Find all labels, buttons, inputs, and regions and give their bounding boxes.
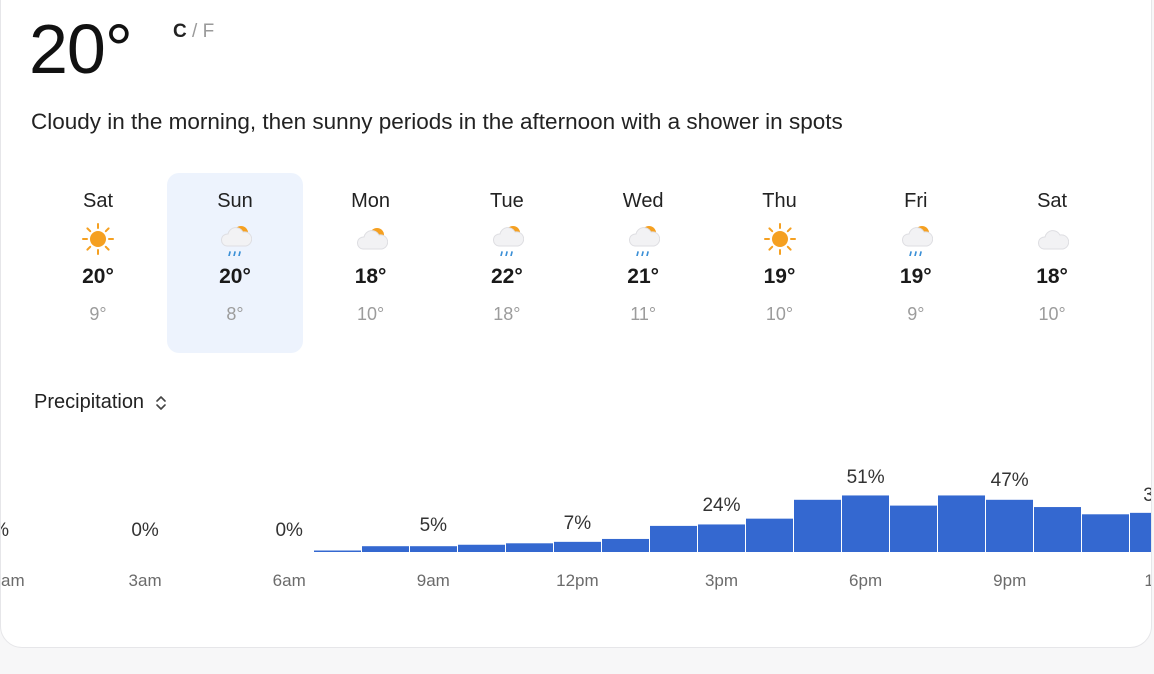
precipitation-bar: [410, 546, 457, 552]
day-forecast-fri[interactable]: Fri 19° 9°: [848, 173, 984, 353]
precipitation-bar: [986, 499, 1033, 552]
time-axis-label: 12pm: [556, 571, 599, 590]
time-axis-label: 9am: [417, 571, 450, 590]
sun-icon: [763, 222, 797, 256]
day-low-temp: 10°: [765, 304, 794, 324]
precipitation-value-label: %: [1, 520, 9, 541]
day-name: Sun: [217, 190, 253, 212]
day-high-temp: 20°: [82, 265, 114, 288]
weather-card: 20° C / F Cloudy in the morning, then su…: [0, 0, 1152, 648]
day-low-temp: 10°: [356, 304, 385, 324]
precipitation-bar: [698, 524, 745, 552]
cloud-icon: [1035, 222, 1070, 256]
precipitation-bar: [650, 525, 697, 552]
day-low-temp: 18°: [493, 304, 521, 324]
day-high-temp: 18°: [354, 265, 387, 288]
precipitation-bar: [1034, 507, 1081, 552]
unit-celsius[interactable]: C: [173, 21, 187, 42]
daily-forecast: Sat 20° 9° Sun 20° 8° Mon 18° 10° Tue 22° 18° Wed 21°…: [30, 173, 1130, 353]
precipitation-value-label: 51%: [847, 467, 885, 488]
time-axis-label: am: [1, 571, 25, 590]
day-forecast-mon[interactable]: Mon 18° 10°: [303, 173, 439, 353]
precipitation-bar: [458, 544, 505, 552]
precipitation-bar: [890, 505, 937, 552]
unit-toggle: C / F: [173, 21, 214, 43]
day-high-temp: 22°: [491, 265, 523, 288]
day-low-temp: 11°: [630, 304, 657, 324]
cloud-sun-icon: [354, 222, 388, 256]
weather-summary: Cloudy in the morning, then sunny period…: [31, 109, 843, 134]
cloud-sun-rain-icon: [490, 222, 525, 257]
day-forecast-thu[interactable]: Thu 19° 10°: [712, 173, 848, 353]
time-axis-label: 12: [1144, 571, 1151, 590]
precipitation-bar: [506, 543, 553, 552]
precipitation-value-label: 5%: [420, 515, 448, 536]
precipitation-value-label: 24%: [702, 495, 740, 516]
day-name: Sat: [1037, 190, 1068, 212]
unit-fahrenheit[interactable]: F: [202, 21, 215, 42]
precipitation-value-label: 34: [1143, 485, 1151, 506]
chevron-up-down-icon: [156, 395, 166, 410]
time-axis-label: 6pm: [849, 571, 882, 590]
precipitation-bar: [602, 538, 649, 552]
day-forecast-sun[interactable]: Sun 20° 8°: [167, 173, 303, 353]
day-low-temp: 9°: [907, 304, 925, 324]
current-temperature: 20°: [29, 10, 133, 88]
day-low-temp: 8°: [226, 304, 244, 324]
precipitation-chart: % 0% 0% 5% 7% 24% 51% 47% 34 am 3am 6am 9am 12pm 3pm 6p…: [1, 467, 1151, 590]
day-forecast-sat[interactable]: Sat 20° 9°: [30, 173, 166, 353]
precipitation-bar: [362, 546, 409, 552]
precipitation-value-label: 0%: [275, 520, 303, 541]
precipitation-bar: [842, 495, 889, 552]
day-high-temp: 19°: [763, 265, 796, 288]
day-name: Thu: [762, 190, 797, 212]
day-high-temp: 21°: [627, 265, 660, 288]
precipitation-value-label: 47%: [991, 470, 1029, 491]
time-axis-label: 6am: [273, 571, 306, 590]
precipitation-value-label: 7%: [564, 513, 592, 534]
day-high-temp: 19°: [899, 265, 932, 288]
metric-selector[interactable]: Precipitation: [34, 391, 168, 414]
cloud-sun-rain-icon: [218, 222, 253, 257]
day-name: Mon: [351, 190, 391, 212]
time-axis-label: 9pm: [993, 571, 1026, 590]
day-low-temp: 9°: [89, 304, 107, 324]
precipitation-bar: [554, 541, 601, 552]
metric-selector-label: Precipitation: [34, 391, 145, 413]
precipitation-bar: [1130, 512, 1151, 552]
day-forecast-wed[interactable]: Wed 21° 11°: [575, 173, 711, 353]
precipitation-bar: [746, 518, 793, 552]
unit-separator: /: [192, 21, 198, 42]
precipitation-bar: [938, 495, 985, 552]
day-name: Tue: [490, 190, 524, 212]
time-axis-label: 3am: [129, 571, 162, 590]
day-forecast-sat[interactable]: Sat 18° 10°: [984, 173, 1120, 353]
precipitation-bar: [314, 550, 361, 552]
cloud-sun-rain-icon: [626, 222, 661, 257]
day-name: Wed: [622, 190, 664, 212]
cloud-sun-rain-icon: [899, 222, 933, 257]
sun-icon: [81, 222, 115, 256]
day-name: Fri: [904, 190, 928, 212]
day-forecast-tue[interactable]: Tue 22° 18°: [439, 173, 575, 353]
day-high-temp: 20°: [219, 265, 251, 288]
precipitation-bar: [794, 499, 841, 552]
day-low-temp: 10°: [1038, 304, 1066, 324]
precipitation-bar: [1082, 514, 1129, 552]
day-name: Sat: [82, 190, 114, 212]
time-axis-label: 3pm: [705, 571, 738, 590]
precipitation-value-label: 0%: [131, 520, 159, 541]
day-high-temp: 18°: [1036, 265, 1068, 288]
